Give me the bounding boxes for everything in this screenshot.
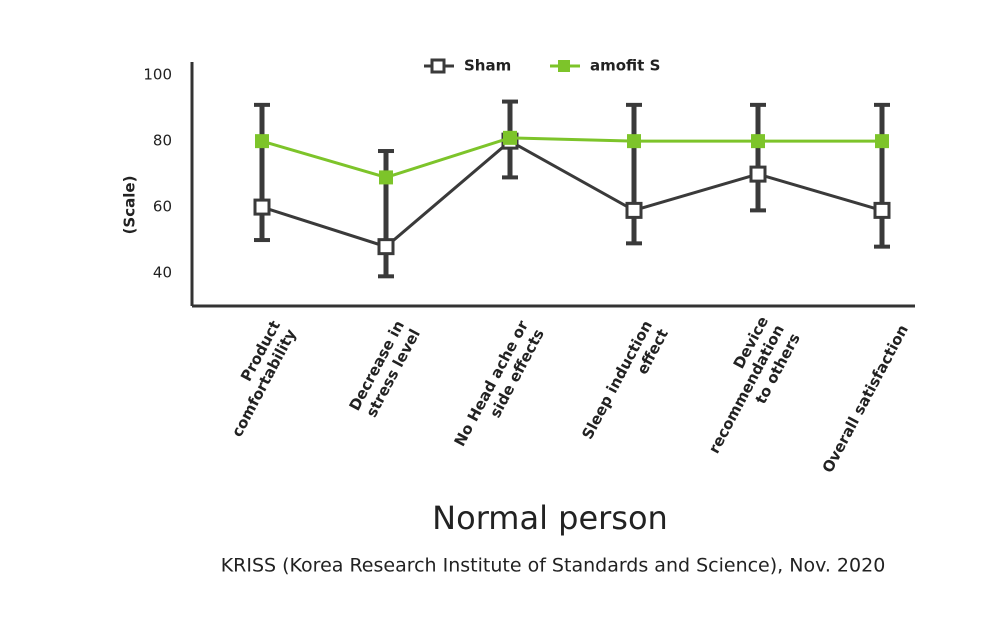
legend-marker xyxy=(558,60,570,72)
data-point xyxy=(875,134,889,149)
series-line xyxy=(261,139,883,249)
x-tick-label: Overall satisfaction xyxy=(818,322,911,476)
chart-subtitle: KRISS (Korea Research Institute of Stand… xyxy=(221,555,886,577)
chart-title: Normal person xyxy=(432,499,668,537)
data-point xyxy=(253,198,271,216)
legend-marker xyxy=(430,58,446,74)
data-point xyxy=(255,134,269,149)
legend-label: Sham xyxy=(464,57,511,75)
y-tick-label: 40 xyxy=(153,264,172,282)
x-tick-label: No Head ache orside effects xyxy=(450,317,548,458)
y-axis-label: (Scale) xyxy=(121,176,139,235)
y-tick-label: 100 xyxy=(143,66,172,84)
data-point xyxy=(377,238,395,256)
y-tick-label: 80 xyxy=(153,132,172,150)
y-tick-label: 60 xyxy=(153,198,172,216)
data-point xyxy=(503,130,517,145)
legend-label: amofit S xyxy=(590,57,660,75)
data-point xyxy=(627,134,641,149)
data-point xyxy=(379,170,393,185)
data-point xyxy=(749,165,767,183)
series-line xyxy=(261,136,882,179)
data-point xyxy=(625,201,643,219)
x-tick-label: Devicerecommendationto others xyxy=(689,313,804,465)
data-point xyxy=(873,201,891,219)
x-tick-label: Sleep inductioneffect xyxy=(578,317,672,450)
x-tick-label: Productcomfortability xyxy=(212,317,300,440)
x-tick-label: Decrease instress level xyxy=(345,317,423,422)
data-point xyxy=(751,134,765,149)
